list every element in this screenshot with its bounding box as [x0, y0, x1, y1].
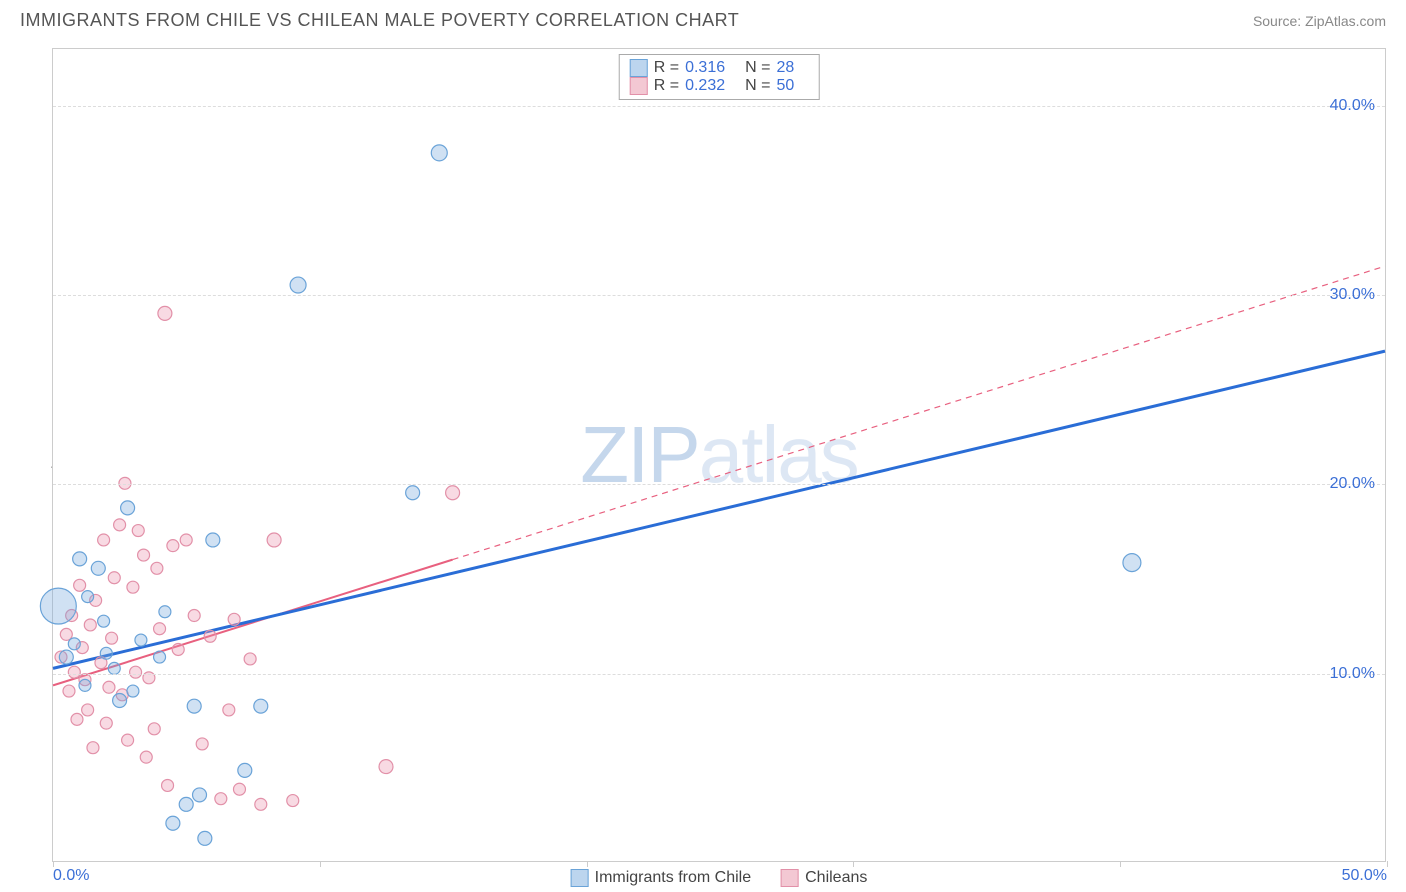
- chart-plot-area: ZIPatlas R = 0.316 N = 28 R = 0.232 N = …: [52, 48, 1386, 862]
- data-point: [71, 713, 83, 725]
- data-point: [431, 145, 447, 161]
- data-point: [135, 634, 147, 646]
- gridline-h: [53, 484, 1385, 485]
- data-point: [68, 638, 80, 650]
- x-tick-label: 50.0%: [1342, 867, 1387, 885]
- data-point: [122, 734, 134, 746]
- y-tick-label: 10.0%: [1330, 665, 1375, 683]
- data-point: [91, 561, 105, 575]
- swatch-series-1-b: [781, 869, 799, 887]
- data-point: [406, 486, 420, 500]
- data-point: [98, 615, 110, 627]
- trend-line-extrapolated: [453, 266, 1385, 559]
- data-point: [196, 738, 208, 750]
- y-tick-label: 30.0%: [1330, 286, 1375, 304]
- data-point: [446, 486, 460, 500]
- data-point: [1123, 554, 1141, 572]
- data-point: [63, 685, 75, 697]
- data-point: [40, 588, 76, 624]
- y-tick-label: 40.0%: [1330, 97, 1375, 115]
- x-tick: [320, 861, 321, 867]
- x-tick: [1120, 861, 1121, 867]
- data-point: [98, 534, 110, 546]
- data-point: [138, 549, 150, 561]
- data-point: [73, 552, 87, 566]
- source-credit: Source: ZipAtlas.com: [1253, 13, 1386, 29]
- data-point: [68, 666, 80, 678]
- data-point: [188, 610, 200, 622]
- data-point: [290, 277, 306, 293]
- data-point: [87, 742, 99, 754]
- data-point: [127, 685, 139, 697]
- legend-label-series-1: Chileans: [805, 869, 867, 887]
- data-point: [84, 619, 96, 631]
- data-point: [187, 699, 201, 713]
- data-point: [167, 540, 179, 552]
- scatter-plot-svg: [53, 49, 1385, 861]
- swatch-series-0-b: [571, 869, 589, 887]
- data-point: [159, 606, 171, 618]
- legend-label-series-0: Immigrants from Chile: [595, 869, 751, 887]
- chart-title: IMMIGRANTS FROM CHILE VS CHILEAN MALE PO…: [20, 10, 739, 31]
- data-point: [254, 699, 268, 713]
- data-point: [379, 760, 393, 774]
- data-point: [215, 793, 227, 805]
- data-point: [103, 681, 115, 693]
- series-legend: Immigrants from Chile Chileans: [571, 869, 868, 887]
- data-point: [130, 666, 142, 678]
- data-point: [119, 477, 131, 489]
- legend-item-series-0: Immigrants from Chile: [571, 869, 751, 887]
- data-point: [82, 704, 94, 716]
- data-point: [100, 647, 112, 659]
- gridline-h: [53, 295, 1385, 296]
- trend-line: [53, 351, 1385, 668]
- data-point: [198, 831, 212, 845]
- x-tick: [587, 861, 588, 867]
- data-point: [255, 798, 267, 810]
- data-point: [267, 533, 281, 547]
- data-point: [228, 613, 240, 625]
- data-point: [204, 630, 216, 642]
- y-tick-label: 20.0%: [1330, 475, 1375, 493]
- data-point: [223, 704, 235, 716]
- data-point: [59, 650, 73, 664]
- data-point: [151, 562, 163, 574]
- data-point: [244, 653, 256, 665]
- data-point: [108, 662, 120, 674]
- data-point: [238, 763, 252, 777]
- data-point: [180, 534, 192, 546]
- legend-item-series-1: Chileans: [781, 869, 867, 887]
- data-point: [121, 501, 135, 515]
- data-point: [162, 779, 174, 791]
- data-point: [108, 572, 120, 584]
- data-point: [158, 306, 172, 320]
- data-point: [79, 679, 91, 691]
- data-point: [233, 783, 245, 795]
- data-point: [154, 651, 166, 663]
- x-tick: [1387, 861, 1388, 867]
- data-point: [193, 788, 207, 802]
- data-point: [113, 694, 127, 708]
- data-point: [74, 579, 86, 591]
- data-point: [100, 717, 112, 729]
- data-point: [132, 525, 144, 537]
- data-point: [82, 591, 94, 603]
- data-point: [166, 816, 180, 830]
- gridline-h: [53, 106, 1385, 107]
- data-point: [154, 623, 166, 635]
- data-point: [148, 723, 160, 735]
- data-point: [172, 644, 184, 656]
- data-point: [206, 533, 220, 547]
- gridline-h: [53, 674, 1385, 675]
- data-point: [179, 797, 193, 811]
- x-tick-label: 0.0%: [53, 867, 89, 885]
- data-point: [106, 632, 118, 644]
- data-point: [114, 519, 126, 531]
- x-tick: [853, 861, 854, 867]
- data-point: [140, 751, 152, 763]
- data-point: [127, 581, 139, 593]
- data-point: [287, 795, 299, 807]
